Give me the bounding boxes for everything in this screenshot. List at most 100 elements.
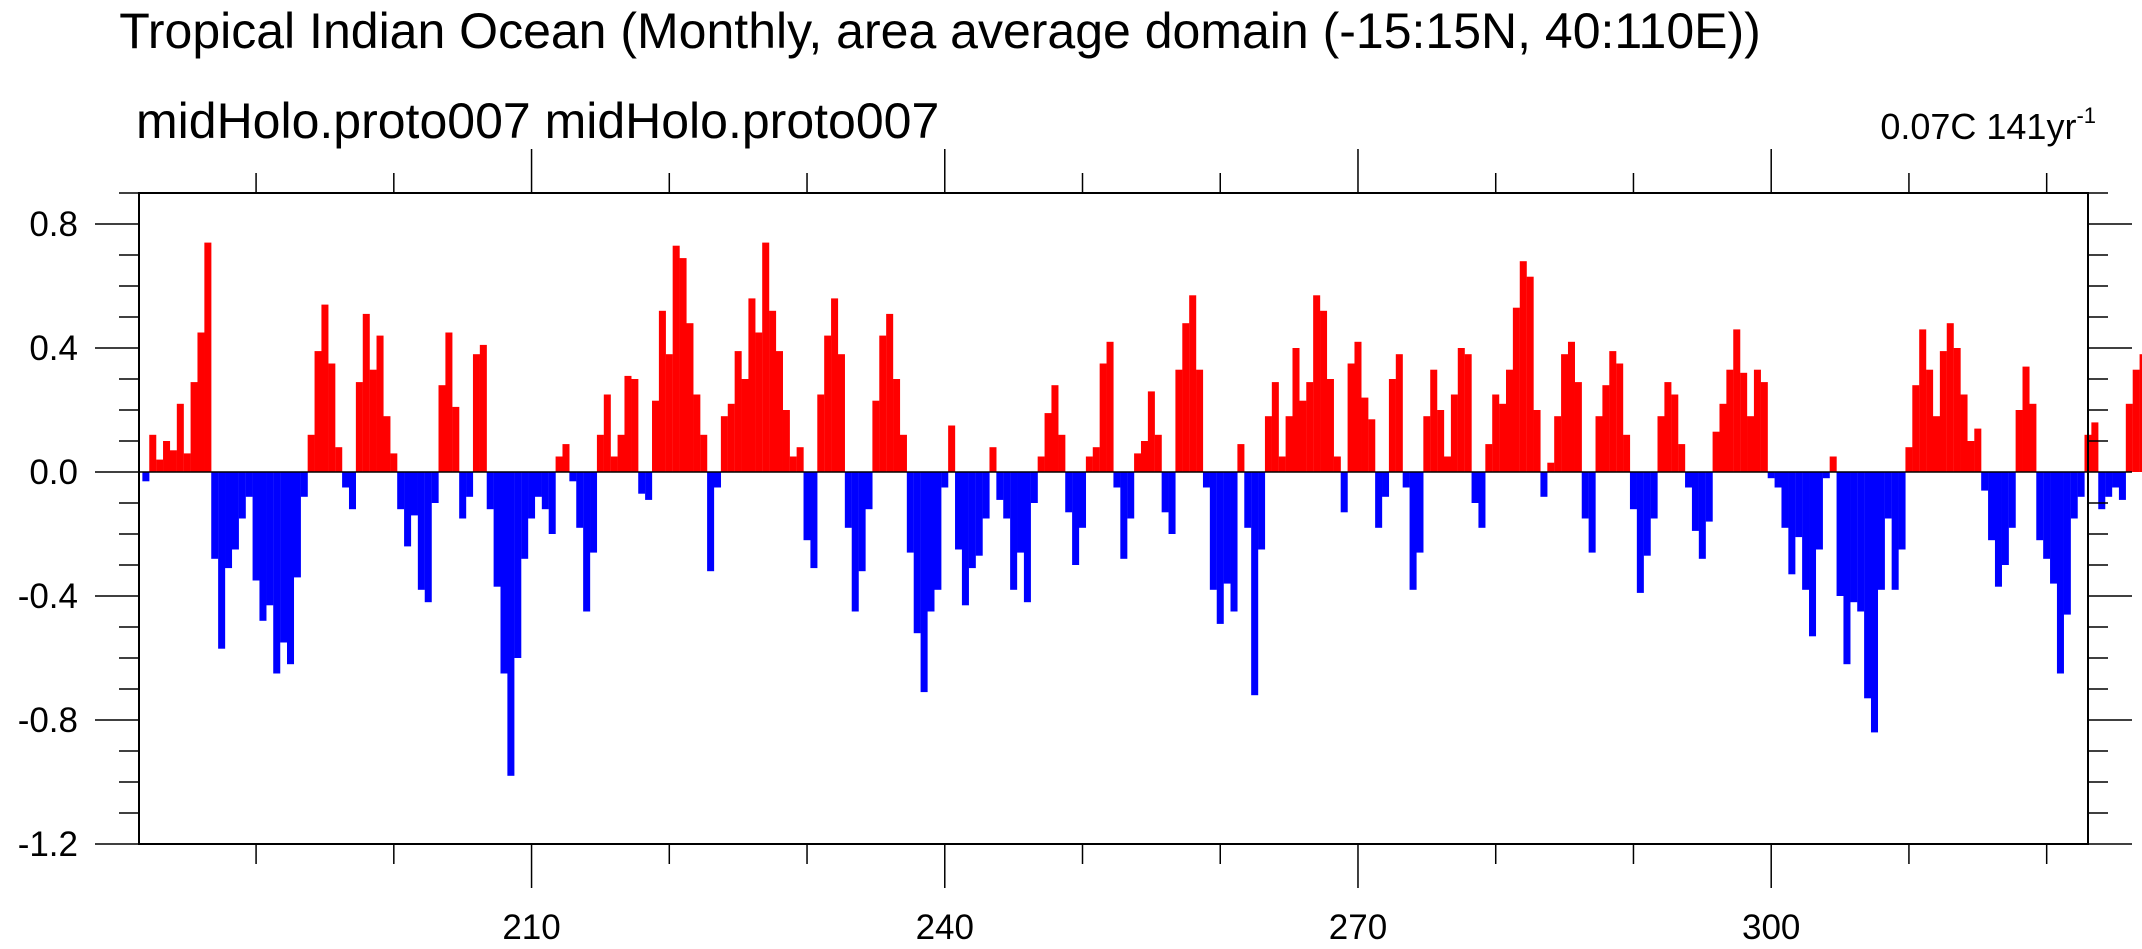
- bar: [1588, 472, 1596, 553]
- bar: [472, 354, 480, 472]
- bar: [1774, 472, 1782, 488]
- bar: [1271, 382, 1279, 472]
- bar: [314, 351, 322, 472]
- bar: [2077, 472, 2085, 497]
- y-tick-label: 0.4: [29, 329, 78, 368]
- bar: [2125, 403, 2133, 472]
- x-tick-label: 270: [1329, 908, 1387, 947]
- bar: [1106, 341, 1114, 472]
- bar: [982, 472, 990, 519]
- bar: [1884, 472, 1892, 519]
- bar: [1561, 354, 1569, 472]
- bar: [652, 400, 660, 472]
- bar: [1540, 472, 1548, 497]
- bar: [1850, 472, 1858, 603]
- bar: [486, 472, 494, 510]
- bar: [218, 472, 226, 649]
- bar: [1072, 472, 1080, 565]
- bar: [1251, 472, 1259, 696]
- bar: [1264, 416, 1272, 472]
- bar: [1244, 472, 1252, 528]
- bar: [1939, 351, 1947, 472]
- bar: [1712, 431, 1720, 472]
- bar: [500, 472, 508, 674]
- bar: [1423, 416, 1431, 472]
- bar: [1898, 472, 1906, 550]
- bar: [225, 472, 233, 569]
- bar: [989, 447, 997, 472]
- bar: [858, 472, 866, 572]
- bar: [1767, 472, 1775, 479]
- bar: [707, 472, 715, 572]
- bar: [1017, 472, 1025, 553]
- bar: [1981, 472, 1989, 491]
- axis-ticks: [95, 149, 2132, 888]
- bar: [782, 410, 790, 472]
- bar: [665, 354, 673, 472]
- bar: [727, 403, 735, 472]
- bar: [1354, 341, 1362, 472]
- bar: [968, 472, 976, 569]
- bar: [920, 472, 928, 693]
- bar: [837, 354, 845, 472]
- bar: [1616, 363, 1624, 472]
- bar: [955, 472, 963, 550]
- bar: [424, 472, 432, 603]
- bar: [631, 379, 639, 472]
- bar: [1196, 369, 1204, 472]
- bar: [2112, 472, 2120, 488]
- bar: [1574, 382, 1582, 472]
- bar: [1994, 472, 2002, 587]
- bar: [1237, 444, 1245, 472]
- bar: [521, 472, 529, 559]
- bar: [1030, 472, 1038, 503]
- bar: [576, 472, 584, 528]
- bar: [824, 335, 832, 472]
- bar: [1037, 456, 1045, 472]
- bar: [1519, 261, 1527, 472]
- bar: [810, 472, 818, 569]
- bar: [1602, 385, 1610, 472]
- bar: [397, 472, 405, 510]
- bar: [2015, 410, 2023, 472]
- bar: [1795, 472, 1803, 538]
- bar: [1010, 472, 1018, 590]
- bar: [321, 304, 329, 472]
- bar: [975, 472, 983, 556]
- bar: [2029, 403, 2037, 472]
- bar: [1464, 354, 1472, 472]
- bar: [1127, 472, 1135, 519]
- bar: [1629, 472, 1637, 510]
- chart-subtitle-right: 0.07C 141yr-1: [1880, 103, 2096, 148]
- bar: [775, 351, 783, 472]
- bar: [1554, 416, 1562, 472]
- bar: [700, 434, 708, 472]
- y-tick-label: 0.0: [29, 453, 78, 492]
- bar: [1595, 416, 1603, 472]
- bar: [886, 313, 894, 472]
- bar: [1815, 472, 1823, 550]
- bar: [1278, 456, 1286, 472]
- bar: [2022, 366, 2030, 472]
- bar: [2070, 472, 2078, 519]
- bar: [1457, 348, 1465, 472]
- y-tick-label: -0.4: [18, 577, 78, 616]
- bar: [1946, 323, 1954, 472]
- bar: [1499, 403, 1507, 472]
- bar: [1643, 472, 1651, 556]
- bar: [1189, 295, 1197, 472]
- bar: [452, 406, 460, 472]
- bar: [507, 472, 515, 776]
- bar: [1023, 472, 1031, 603]
- bar: [211, 472, 219, 559]
- bar: [1636, 472, 1644, 593]
- bar: [1340, 472, 1348, 513]
- bar: [1285, 416, 1293, 472]
- bar: [1430, 369, 1438, 472]
- bar: [769, 310, 777, 472]
- chart-subtitle-left: midHolo.proto007 midHolo.proto007: [136, 93, 940, 149]
- bar: [273, 472, 281, 674]
- bar: [1988, 472, 1996, 541]
- x-tick-label: 240: [916, 908, 974, 947]
- bar: [1313, 295, 1321, 472]
